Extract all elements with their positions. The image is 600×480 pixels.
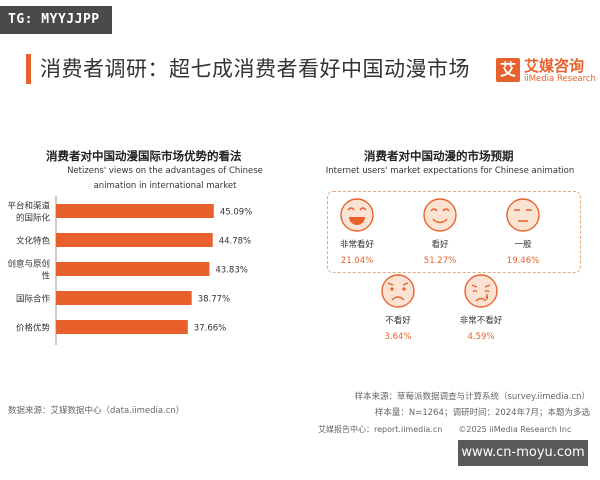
sentiment-label: 不看好 bbox=[385, 315, 411, 326]
report-center-link[interactable]: 艾媒报告中心：report.iimedia.cn bbox=[318, 425, 443, 434]
sentiment-label: 看好 bbox=[431, 239, 449, 250]
sample-info-note: 样本量：N=1264；调研时间：2024年7月；本题为多选 bbox=[374, 408, 590, 418]
logo-name-cn: 艾媒咨询 bbox=[524, 57, 585, 75]
sad-face-icon bbox=[381, 274, 415, 308]
sample-source-note: 样本来源：草莓派数据调查与计算系统（survey.iimedia.cn） bbox=[354, 392, 590, 402]
copyright-text: ©2025 iiMedia Research Inc bbox=[458, 425, 572, 434]
value-label: 45.09% bbox=[220, 208, 252, 218]
happy-face-icon bbox=[423, 198, 457, 232]
sentiment-label: 非常不看好 bbox=[460, 315, 503, 326]
left-chart-subtitle-line1: Netizens' views on the advantages of Chi… bbox=[67, 166, 263, 176]
sentiment-value: 4.59% bbox=[467, 332, 494, 342]
category-label: 国际合作 bbox=[16, 294, 51, 305]
category-label: 的国际化 bbox=[16, 213, 51, 224]
bar bbox=[56, 262, 210, 276]
category-label: 平台和渠道 bbox=[7, 201, 50, 212]
sentiment-value: 3.64% bbox=[384, 332, 411, 342]
left-chart-subtitle-line2: animation in international market bbox=[93, 181, 237, 191]
data-source-note: 数据来源：艾媒数据中心（data.iimedia.cn） bbox=[8, 406, 185, 416]
value-label: 44.78% bbox=[219, 237, 251, 247]
left-chart-title: 消费者对中国动漫国际市场优势的看法 bbox=[46, 149, 242, 163]
right-chart-title: 消费者对中国动漫的市场预期 bbox=[364, 149, 514, 163]
positive-outlook-box bbox=[327, 191, 581, 273]
category-label: 价格优势 bbox=[16, 323, 51, 334]
sentiment-value: 51.27% bbox=[424, 256, 456, 266]
bar bbox=[56, 233, 213, 247]
left-chart-subtitle: Netizens' views on the advantages of Chi… bbox=[40, 164, 290, 194]
right-chart-subtitle: Internet users' market expectations for … bbox=[325, 166, 575, 176]
page-title: 消费者调研：超七成消费者看好中国动漫市场 bbox=[40, 57, 470, 81]
tg-badge: TG: MYYJJPP bbox=[0, 6, 112, 34]
title-accent-bar bbox=[26, 54, 31, 84]
value-label: 37.66% bbox=[194, 324, 226, 334]
neutral-face-icon bbox=[506, 198, 540, 232]
footer-credits: 艾媒报告中心：report.iimedia.cn ©2025 iiMedia Re… bbox=[318, 424, 571, 435]
value-label: 38.77% bbox=[198, 295, 230, 305]
sentiment-label: 一般 bbox=[514, 239, 532, 250]
iimedia-logo-mark: 艾 bbox=[496, 58, 520, 82]
value-label: 43.83% bbox=[215, 266, 247, 276]
bar bbox=[56, 204, 214, 218]
category-label: 文化特色 bbox=[16, 236, 51, 247]
sentiment-label: 非常看好 bbox=[340, 239, 375, 250]
very-happy-face-icon bbox=[340, 198, 374, 232]
bar bbox=[56, 320, 188, 334]
category-label: 性 bbox=[41, 271, 50, 282]
sentiment-value: 19.46% bbox=[507, 256, 539, 266]
logo-name-en: iiMedia Research bbox=[524, 74, 596, 84]
expectations-face-chart: 非常看好 21.04% 看好 51.27% 一般 19.46% 不看好 3.64% 非常不看好 4… bbox=[340, 198, 540, 342]
category-label: 创意与原创 bbox=[7, 259, 50, 270]
bar bbox=[56, 291, 192, 305]
watermark-url: www.cn-moyu.com bbox=[458, 440, 588, 466]
sentiment-value: 21.04% bbox=[341, 256, 373, 266]
crying-face-icon bbox=[464, 274, 498, 308]
